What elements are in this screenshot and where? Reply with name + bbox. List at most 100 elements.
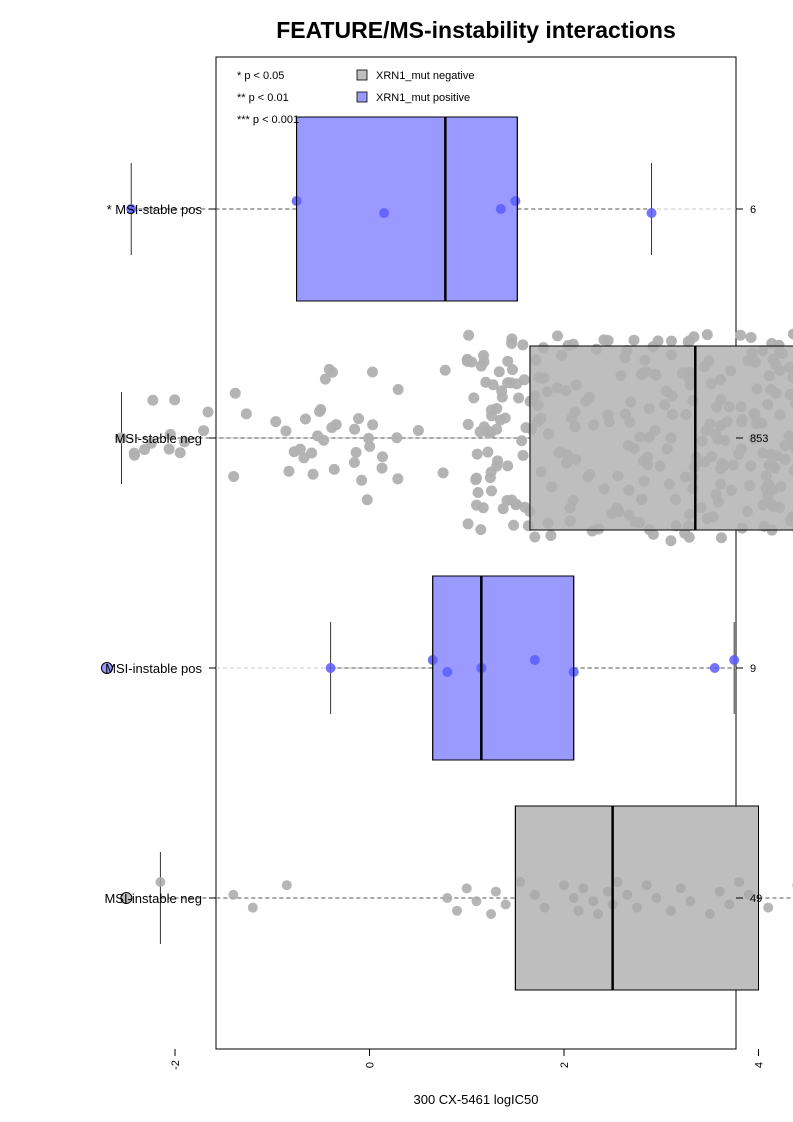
group-count: 6 — [750, 204, 756, 216]
data-point — [486, 410, 498, 422]
data-point — [602, 334, 614, 346]
data-point — [492, 455, 504, 467]
data-point — [280, 425, 292, 437]
data-point — [497, 503, 509, 515]
data-point — [612, 877, 623, 887]
data-point — [661, 443, 673, 455]
data-point — [685, 896, 696, 907]
data-point — [306, 447, 318, 459]
data-point — [126, 204, 137, 214]
data-point — [784, 361, 793, 373]
data-point — [766, 337, 778, 349]
data-point — [508, 519, 520, 531]
data-point — [128, 447, 140, 459]
data-point — [462, 518, 474, 530]
data-point — [573, 905, 584, 916]
data-point — [701, 329, 713, 341]
data-point — [650, 369, 662, 381]
data-point — [466, 356, 478, 368]
data-point — [706, 450, 718, 462]
data-point — [247, 902, 258, 913]
data-point — [553, 447, 565, 459]
data-point — [734, 877, 745, 887]
x-tick-label: 0 — [365, 1062, 377, 1068]
data-point — [612, 470, 624, 482]
data-point — [771, 450, 783, 462]
x-tick-label: 2 — [559, 1062, 571, 1068]
data-point — [294, 443, 306, 455]
data-point — [631, 902, 642, 913]
data-point — [683, 531, 695, 543]
data-point — [530, 354, 542, 366]
data-point — [649, 425, 661, 437]
data-point — [790, 444, 793, 454]
data-point — [363, 432, 375, 444]
data-point — [546, 481, 558, 493]
legend-label: XRN1_mut negative — [376, 70, 474, 82]
data-point — [376, 462, 388, 474]
data-point — [680, 409, 692, 421]
data-point — [712, 496, 724, 508]
data-point — [522, 520, 534, 532]
data-point — [779, 439, 791, 451]
data-point — [578, 883, 589, 894]
data-point — [637, 455, 649, 467]
data-point — [356, 474, 368, 486]
data-point — [790, 514, 793, 524]
data-point — [586, 525, 598, 537]
data-point — [516, 435, 528, 447]
data-point — [628, 334, 640, 346]
data-point — [735, 401, 747, 413]
data-point — [178, 436, 190, 448]
data-point — [757, 345, 769, 357]
data-point — [326, 422, 338, 434]
data-point — [787, 371, 793, 383]
data-point — [762, 398, 774, 410]
data-point — [510, 196, 521, 206]
data-point — [717, 460, 729, 472]
data-point — [670, 520, 682, 532]
data-point — [364, 440, 376, 452]
x-axis-label: 300 CX-5461 logIC50 — [413, 1092, 538, 1107]
data-point — [775, 481, 787, 493]
data-point — [551, 382, 563, 394]
data-point — [486, 485, 498, 497]
data-point — [392, 384, 404, 396]
data-point — [776, 348, 788, 360]
data-point — [468, 392, 480, 404]
data-point — [613, 506, 625, 518]
data-point — [240, 408, 252, 420]
data-point — [714, 373, 726, 385]
significance-legend-item: ** p < 0.01 — [237, 92, 289, 104]
data-point — [520, 422, 532, 434]
significance-legend-item: * p < 0.05 — [237, 70, 284, 82]
data-point — [593, 909, 604, 919]
data-point — [770, 359, 782, 371]
group-count: 9 — [750, 663, 756, 675]
data-point — [683, 372, 695, 384]
data-point — [529, 531, 541, 543]
data-point — [367, 419, 379, 431]
data-point — [774, 409, 786, 421]
data-point — [670, 494, 682, 506]
data-point — [569, 421, 581, 433]
data-point — [741, 506, 753, 518]
data-point — [392, 473, 404, 485]
data-point — [307, 468, 319, 480]
data-point — [622, 889, 633, 900]
outlier-point — [100, 662, 113, 674]
data-point — [603, 416, 615, 428]
data-point — [725, 365, 737, 377]
data-point — [366, 366, 378, 378]
data-point — [651, 893, 662, 903]
data-point — [727, 459, 739, 471]
data-point — [663, 478, 675, 490]
data-point — [745, 460, 757, 472]
data-point — [315, 404, 327, 416]
data-point — [580, 395, 592, 407]
data-point — [725, 484, 737, 496]
data-point — [628, 442, 640, 454]
data-point — [700, 425, 712, 437]
